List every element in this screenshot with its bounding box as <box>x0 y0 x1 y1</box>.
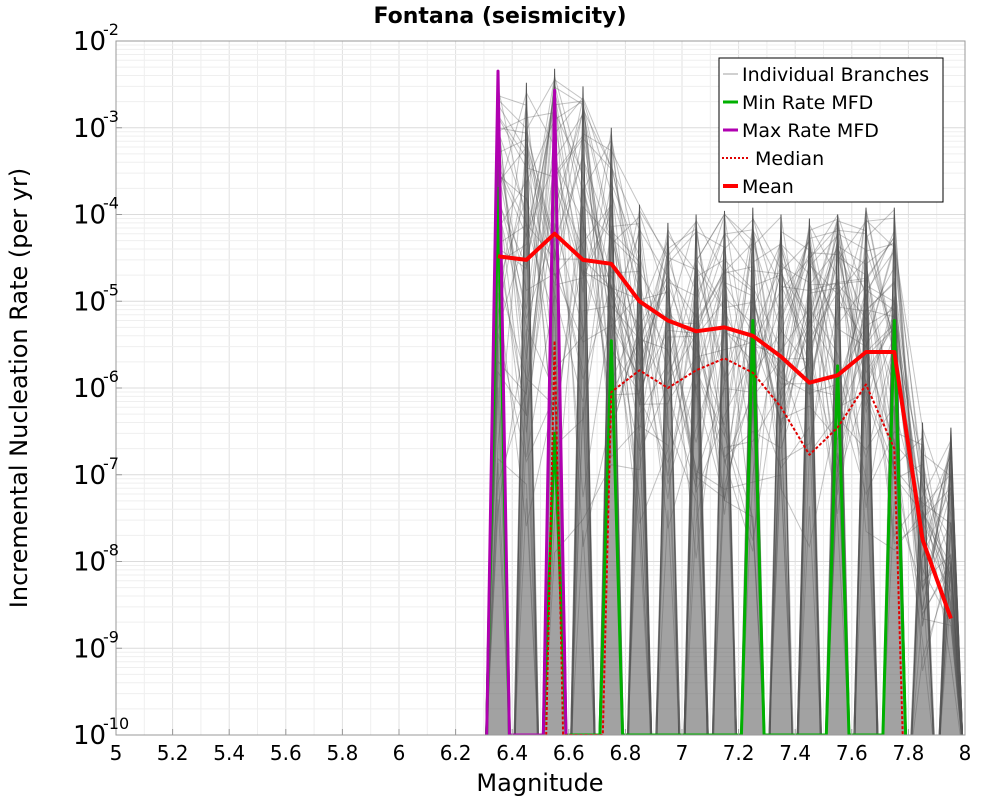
branch-line <box>485 165 907 735</box>
x-tick-label: 7.4 <box>779 741 811 765</box>
grid <box>115 41 966 736</box>
series-median <box>545 339 904 735</box>
series-mean <box>497 231 953 620</box>
y-tick-exponent: -7 <box>103 454 119 473</box>
legend-label: Min Rate MFD <box>742 92 873 114</box>
x-ticks: 5 5.2 5.4 5.6 5.8 6 6.2 6.4 6.6 6.8 7 7.2 7.4 7.6 7.8 8 <box>110 729 972 765</box>
x-tick-label: 5 <box>110 741 123 765</box>
branch-peak <box>656 222 680 735</box>
branch-peak <box>911 422 934 735</box>
y-tick-base: 10 <box>73 201 106 231</box>
x-tick-label: 6.6 <box>553 741 585 765</box>
x-tick-label: 7.6 <box>836 741 868 765</box>
y-tick-base: 10 <box>73 27 106 57</box>
y-tick-base: 10 <box>73 548 106 578</box>
branch-line <box>513 100 963 735</box>
branch-peak <box>713 210 736 735</box>
x-tick-label: 5.8 <box>326 741 358 765</box>
branch-peak <box>798 218 821 735</box>
legend: Individual Branches Min Rate MFD Max Rate … <box>718 57 944 203</box>
legend-label: Individual Branches <box>742 64 929 86</box>
y-tick-base: 10 <box>73 374 106 404</box>
x-tick-label: 6 <box>393 741 406 765</box>
y-tick-base: 10 <box>73 114 106 144</box>
chart-title: Fontana (seismicity) <box>373 4 626 29</box>
y-tick-base: 10 <box>73 721 106 751</box>
y-tick-exponent: -3 <box>103 107 119 126</box>
series-max-rate-mfd <box>485 69 568 735</box>
y-tick-exponent: -4 <box>103 194 119 213</box>
x-axis-label: Magnitude <box>476 769 603 797</box>
legend-label: Mean <box>742 176 794 198</box>
x-tick-label: 5.2 <box>157 741 189 765</box>
y-tick-base: 10 <box>73 461 106 491</box>
branch-peak <box>628 204 651 735</box>
branch-peak <box>939 427 962 735</box>
y-tick-exponent: -10 <box>103 714 129 733</box>
x-tick-label: 7.2 <box>723 741 755 765</box>
legend-label: Median <box>755 148 824 170</box>
branch-peak <box>854 207 878 735</box>
x-tick-label: 6.2 <box>440 741 472 765</box>
x-tick-label: 8 <box>959 741 972 765</box>
branch-peak <box>769 214 793 735</box>
y-tick-exponent: -6 <box>103 367 119 386</box>
branch-line <box>485 182 964 735</box>
legend-label: Max Rate MFD <box>742 120 879 142</box>
y-tick-exponent: -5 <box>103 280 119 299</box>
y-tick-base: 10 <box>73 287 106 317</box>
branch-line <box>485 169 964 735</box>
x-tick-label: 6.8 <box>609 741 641 765</box>
y-tick-exponent: -8 <box>103 541 119 560</box>
y-tick-base: 10 <box>73 634 106 664</box>
legend-box <box>718 57 944 203</box>
branch-peak <box>514 82 538 735</box>
x-tick-label: 5.6 <box>270 741 302 765</box>
x-tick-label: 6.4 <box>496 741 528 765</box>
x-tick-label: 7.8 <box>892 741 924 765</box>
x-tick-label: 7 <box>676 741 689 765</box>
y-axis-label: Incremental Nucleation Rate (per yr) <box>5 168 33 608</box>
y-tick-exponent: -2 <box>103 20 119 39</box>
y-tick-exponent: -9 <box>103 627 119 646</box>
branch-lines <box>485 68 964 735</box>
series-lines <box>485 69 953 735</box>
branch-line <box>486 219 934 735</box>
x-tick-label: 5.4 <box>213 741 245 765</box>
branch-peak <box>571 86 595 735</box>
branch-peak <box>684 214 708 735</box>
